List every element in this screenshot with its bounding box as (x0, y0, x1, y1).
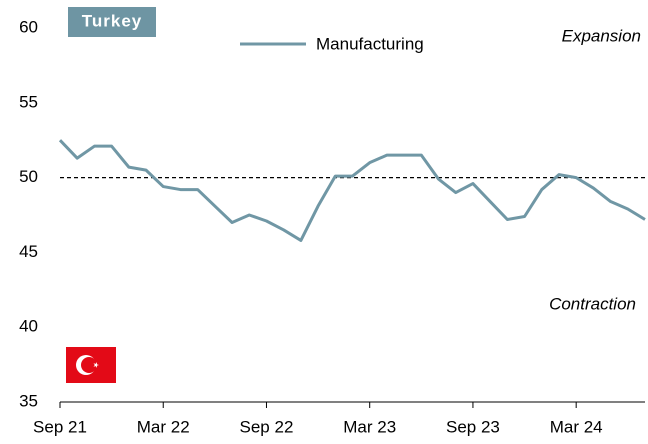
x-tick-label: Mar 22 (137, 417, 190, 436)
y-tick-label: 50 (19, 167, 38, 186)
chart-title: Turkey (82, 11, 143, 30)
x-tick-label: Sep 22 (240, 417, 294, 436)
legend-label: Manufacturing (316, 34, 424, 53)
title-badge (68, 7, 156, 37)
x-tick-label: Sep 23 (446, 417, 500, 436)
y-tick-label: 60 (19, 17, 38, 36)
y-tick-label: 40 (19, 317, 38, 336)
line-series (58, 139, 646, 242)
flag (66, 347, 116, 383)
annotation: Contraction (549, 294, 636, 313)
y-tick-label: 45 (19, 242, 38, 261)
x-tick-label: Sep 21 (33, 417, 87, 436)
y-tick-label: 35 (19, 391, 38, 410)
annotation: Expansion (562, 26, 641, 45)
x-tick-label: Mar 23 (343, 417, 396, 436)
y-tick-label: 55 (19, 92, 38, 111)
x-tick-label: Mar 24 (550, 417, 603, 436)
